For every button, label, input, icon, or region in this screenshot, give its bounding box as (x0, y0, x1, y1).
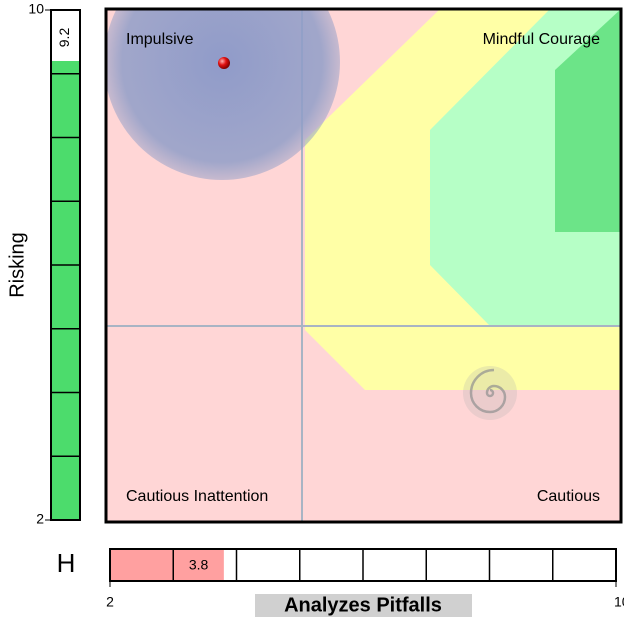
meter-fill (51, 61, 80, 520)
plot-border (104, 7, 623, 524)
meter-value: 3.8 (189, 557, 209, 573)
focus-blob (106, 9, 340, 180)
meter-fill (110, 549, 224, 581)
meter-border (109, 548, 617, 582)
meters: 9.2 10 2 3.8 2 10 (28, 1, 624, 610)
bar-prefix: H (57, 548, 76, 578)
meter-border (50, 9, 81, 521)
quadrant-label: Impulsive (126, 31, 194, 48)
quadrant-label: Mindful Courage (483, 31, 601, 48)
tick-label: 2 (106, 594, 114, 610)
quadrant-label: Cautious Inattention (126, 488, 268, 505)
zone-dark-green (555, 9, 621, 232)
axis-label: Analyzes Pitfalls (284, 594, 442, 616)
axis-label: Risking (6, 232, 28, 298)
quadrant-label: Cautious (537, 488, 600, 505)
meter-value: 9.2 (56, 28, 72, 48)
tick-label: 10 (614, 594, 624, 610)
tick-label: 2 (36, 511, 44, 527)
marker[interactable] (218, 57, 230, 69)
axis-label-bg (255, 594, 472, 617)
plot: Impulsive Mindful Courage Cautious Inatt… (106, 9, 621, 522)
spiral (463, 366, 517, 420)
tick-label: 10 (28, 1, 44, 17)
